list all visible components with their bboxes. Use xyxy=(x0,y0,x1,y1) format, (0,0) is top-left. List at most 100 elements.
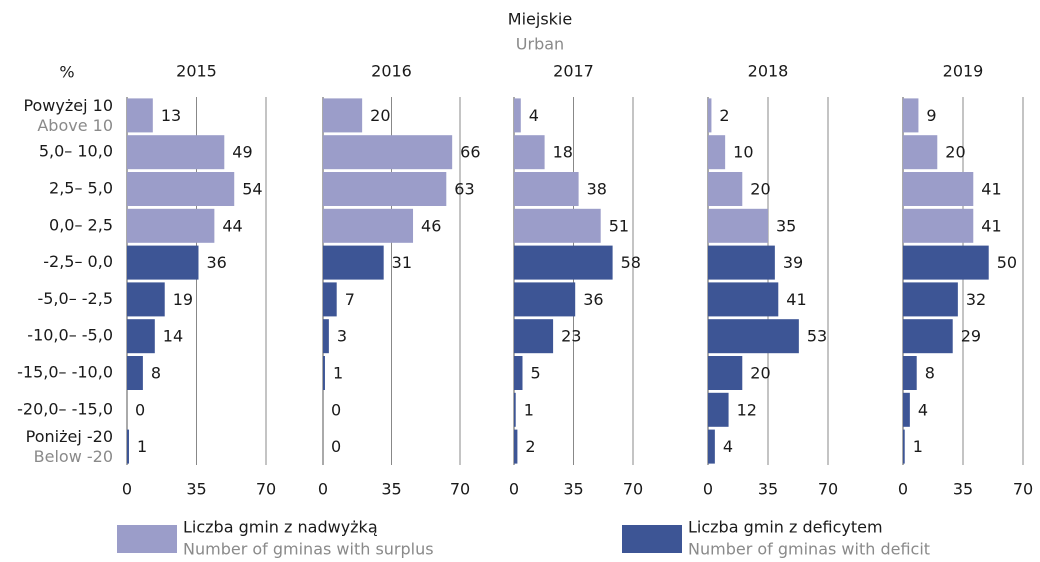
bar xyxy=(127,245,199,280)
panel-title: 2016 xyxy=(371,62,412,81)
bar xyxy=(323,282,337,317)
bar xyxy=(127,135,225,170)
x-tick-label: 70 xyxy=(450,480,470,499)
data-label: 2 xyxy=(719,106,729,125)
data-label: 50 xyxy=(997,253,1017,272)
bar xyxy=(323,135,453,170)
x-tick-label: 70 xyxy=(623,480,643,499)
data-label: 29 xyxy=(961,327,981,346)
data-label: 1 xyxy=(524,400,534,419)
bar xyxy=(903,245,989,280)
panel-title: 2017 xyxy=(553,62,594,81)
bar xyxy=(903,319,953,354)
data-label: 36 xyxy=(206,253,226,272)
legend-swatch xyxy=(622,525,682,553)
data-label: 1 xyxy=(333,364,343,383)
data-label: 18 xyxy=(553,143,573,162)
bar xyxy=(514,392,516,427)
x-tick-label: 35 xyxy=(381,480,401,499)
x-tick-label: 0 xyxy=(122,480,132,499)
bar xyxy=(323,208,414,243)
bar xyxy=(903,282,958,317)
data-label: 20 xyxy=(945,143,965,162)
x-tick-label: 0 xyxy=(898,480,908,499)
category-label: Poniżej -20 xyxy=(26,427,113,446)
bar xyxy=(708,319,799,354)
x-tick-label: 70 xyxy=(818,480,838,499)
bar xyxy=(514,319,554,354)
data-label: 9 xyxy=(926,106,936,125)
data-label: 12 xyxy=(737,400,757,419)
data-label: 23 xyxy=(561,327,581,346)
bar xyxy=(708,282,779,317)
data-label: 46 xyxy=(421,216,441,235)
y-axis-label: % xyxy=(59,63,74,82)
data-label: 1 xyxy=(137,437,147,456)
bar xyxy=(127,98,153,133)
data-label: 2 xyxy=(525,437,535,456)
bar xyxy=(514,356,523,390)
category-label: Powyżej 10 xyxy=(23,96,113,115)
legend-label: Liczba gmin z deficytem xyxy=(688,518,883,537)
data-label: 5 xyxy=(531,364,541,383)
data-label: 0 xyxy=(331,400,341,419)
bar xyxy=(514,208,601,243)
data-label: 19 xyxy=(173,290,193,309)
data-label: 20 xyxy=(750,364,770,383)
bar xyxy=(708,98,712,133)
x-tick-label: 70 xyxy=(256,480,276,499)
data-label: 35 xyxy=(776,216,796,235)
data-label: 31 xyxy=(392,253,412,272)
legend-swatch xyxy=(117,525,177,553)
x-tick-label: 35 xyxy=(758,480,778,499)
panel-title: 2019 xyxy=(943,62,984,81)
bar xyxy=(127,172,235,206)
x-tick-label: 35 xyxy=(186,480,206,499)
bar xyxy=(903,356,917,390)
data-label: 44 xyxy=(222,216,242,235)
data-label: 3 xyxy=(337,327,347,346)
chart-subtitle: Urban xyxy=(516,35,564,54)
category-label: -5,0– -2,5 xyxy=(37,289,113,308)
bar xyxy=(903,172,974,206)
bar xyxy=(708,135,726,170)
x-tick-label: 0 xyxy=(509,480,519,499)
bar xyxy=(514,172,579,206)
data-label: 14 xyxy=(163,327,183,346)
bar xyxy=(708,245,775,280)
legend-label-en: Number of gminas with surplus xyxy=(183,540,434,559)
bar xyxy=(708,356,743,390)
bar xyxy=(323,98,363,133)
data-label: 51 xyxy=(609,216,629,235)
category-label: 5,0– 10,0 xyxy=(39,142,113,161)
data-label: 10 xyxy=(733,143,753,162)
data-label: 41 xyxy=(981,216,1001,235)
category-label: 0,0– 2,5 xyxy=(49,215,113,234)
bar xyxy=(903,135,938,170)
data-label: 32 xyxy=(966,290,986,309)
data-label: 4 xyxy=(918,400,928,419)
data-label: 53 xyxy=(807,327,827,346)
legend-label-en: Number of gminas with deficit xyxy=(688,540,930,559)
bar xyxy=(127,319,155,354)
data-label: 66 xyxy=(460,143,480,162)
bar xyxy=(514,282,576,317)
bar xyxy=(127,208,215,243)
chart-title: Miejskie xyxy=(508,10,572,29)
data-label: 38 xyxy=(587,180,607,199)
bar xyxy=(127,282,165,317)
bar xyxy=(323,172,447,206)
bar xyxy=(903,208,974,243)
bar xyxy=(127,356,143,390)
bar xyxy=(708,429,715,464)
data-label: 8 xyxy=(151,364,161,383)
bar xyxy=(708,172,743,206)
data-label: 4 xyxy=(529,106,539,125)
category-label: -15,0– -10,0 xyxy=(17,363,113,382)
bar xyxy=(903,98,919,133)
panel-title: 2018 xyxy=(748,62,789,81)
data-label: 13 xyxy=(161,106,181,125)
bar xyxy=(708,208,768,243)
bar xyxy=(903,392,910,427)
category-label: 2,5– 5,0 xyxy=(49,179,113,198)
